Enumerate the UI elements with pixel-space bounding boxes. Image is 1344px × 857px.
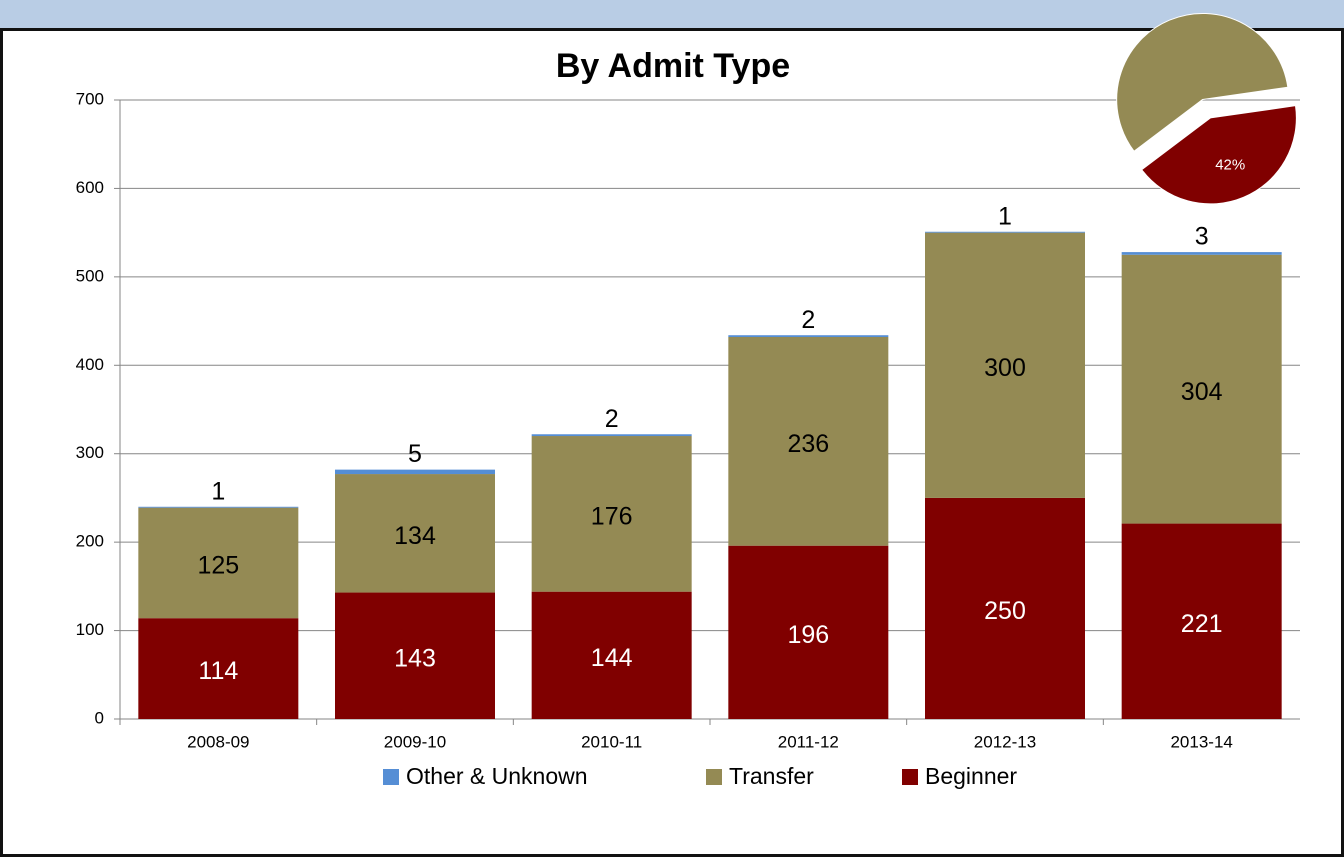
data-label: 2 xyxy=(605,405,619,433)
x-tick-label: 2010-11 xyxy=(581,732,642,751)
y-tick-label: 0 xyxy=(95,708,104,727)
bar-segment xyxy=(1121,254,1282,524)
bar-segment xyxy=(138,506,299,508)
x-tick-label: 2009-10 xyxy=(384,732,446,751)
legend-label: Transfer xyxy=(729,763,814,789)
legend-swatch xyxy=(706,769,722,785)
bar-segment xyxy=(1121,252,1282,255)
data-label: 1 xyxy=(211,477,225,505)
bar-segment xyxy=(531,434,692,437)
data-label: 143 xyxy=(394,644,436,672)
bar-segment xyxy=(728,335,889,337)
bar-segment xyxy=(925,232,1085,498)
legend-label: Beginner xyxy=(925,763,1017,789)
bar-segment xyxy=(925,497,1085,719)
data-label: 221 xyxy=(1181,610,1223,638)
bar-segment xyxy=(138,507,299,619)
x-tick-label: 2012-13 xyxy=(974,732,1036,751)
data-label: 144 xyxy=(591,644,633,672)
data-label: 236 xyxy=(787,430,829,458)
chart-title: By Admit Type xyxy=(556,47,790,85)
y-tick-label: 200 xyxy=(76,532,104,551)
legend-swatch xyxy=(902,769,918,785)
bar-segment xyxy=(138,618,299,719)
bar-segment xyxy=(335,469,495,475)
x-tick-label: 2011-12 xyxy=(778,732,839,751)
data-label: 114 xyxy=(198,657,238,685)
data-label: 5 xyxy=(408,440,422,468)
data-label: 250 xyxy=(984,597,1026,625)
pie-slice xyxy=(1140,105,1297,205)
header-band xyxy=(0,0,1344,30)
data-label: 3 xyxy=(1195,223,1209,251)
pie-slice xyxy=(1116,12,1289,152)
bar-segment xyxy=(335,592,495,719)
bar-segment xyxy=(925,231,1085,233)
data-label: 134 xyxy=(394,522,436,550)
x-tick-label: 2008-09 xyxy=(187,732,249,751)
data-label: 1 xyxy=(998,202,1012,230)
data-label: 196 xyxy=(787,621,829,649)
y-tick-label: 100 xyxy=(76,620,104,639)
data-label: 304 xyxy=(1181,378,1223,406)
bar-segment xyxy=(531,591,692,719)
bar-segment xyxy=(1121,523,1282,719)
bar-segment xyxy=(531,436,692,592)
y-tick-label: 600 xyxy=(76,178,104,197)
x-tick-label: 2013-14 xyxy=(1170,732,1232,751)
data-label: 176 xyxy=(591,502,633,530)
y-tick-label: 500 xyxy=(76,266,104,285)
y-tick-label: 400 xyxy=(76,355,104,374)
legend-label: Other & Unknown xyxy=(406,763,588,789)
legend-swatch xyxy=(383,769,399,785)
data-label: 2 xyxy=(801,306,815,334)
pie-label: 42% xyxy=(1215,157,1245,174)
y-tick-label: 300 xyxy=(76,443,104,462)
data-label: 300 xyxy=(984,354,1026,382)
bar-segment xyxy=(728,336,889,546)
bar-segment xyxy=(335,474,495,593)
y-tick-label: 700 xyxy=(76,89,104,108)
data-label: 125 xyxy=(197,552,239,580)
bar-segment xyxy=(728,545,889,719)
